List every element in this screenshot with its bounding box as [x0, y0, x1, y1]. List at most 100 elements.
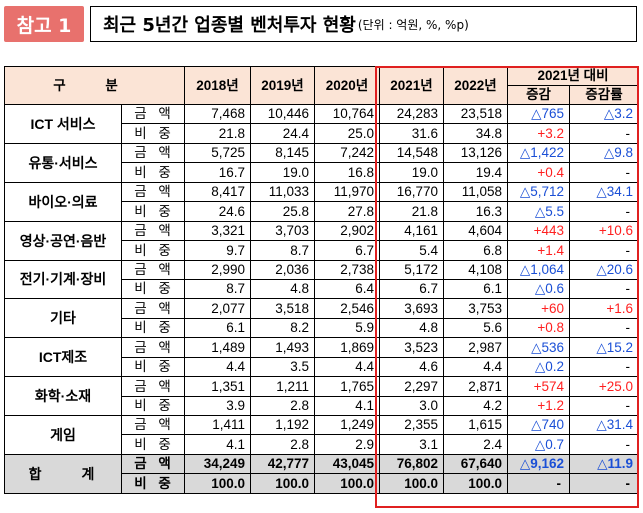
share-label: 비 중 — [121, 434, 185, 455]
share-value: 25.8 — [250, 201, 315, 222]
share-value: 6.1 — [184, 317, 251, 339]
amount-value: 7,468 — [184, 103, 251, 125]
amount-value: 2,987 — [443, 337, 508, 358]
amount-value: 1,192 — [250, 414, 315, 436]
amount-value: 3,523 — [379, 337, 444, 358]
share-change: △0.6 — [507, 278, 570, 300]
share-change: +3.2 — [507, 123, 570, 144]
share-value: 4.8 — [250, 278, 315, 300]
amount-change: △740 — [507, 414, 570, 436]
category-name: 전기·기계·장비 — [4, 259, 122, 300]
share-value: 3.1 — [379, 434, 444, 455]
amount-value: 5,172 — [379, 259, 444, 280]
amount-value: 42,777 — [250, 453, 315, 475]
share-change-rate: - — [568, 278, 640, 300]
share-value: 19.0 — [250, 162, 315, 183]
share-change: +0.8 — [507, 317, 570, 339]
share-value: 24.6 — [184, 201, 251, 222]
share-change-rate: - — [568, 317, 640, 339]
compare-header: 2021년 대비 — [506, 66, 640, 86]
amount-change-rate: +10.6 — [568, 220, 640, 242]
table-row: 비 중 9.7 8.7 6.7 5.4 6.8 +1.4- — [5, 240, 640, 261]
table-row: 비 중 4.1 2.8 2.9 3.1 2.4 △0.7- — [5, 434, 640, 455]
amount-value: 2,738 — [314, 259, 380, 280]
share-value: 16.3 — [443, 201, 508, 222]
share-label: 비 중 — [121, 162, 185, 183]
amount-change: △536 — [507, 337, 570, 358]
amount-change-rate: +1.6 — [568, 298, 640, 319]
change-rate-header: 증감률 — [568, 85, 640, 105]
amount-change: △1,064 — [507, 259, 570, 280]
amount-value: 5,725 — [184, 142, 251, 164]
share-value: 6.1 — [443, 278, 508, 300]
amount-label: 금 액 — [121, 453, 185, 475]
amount-change: △1,422 — [507, 142, 570, 164]
amount-change-rate: △31.4 — [568, 414, 640, 436]
share-value: 4.8 — [379, 317, 444, 339]
change-header: 증감 — [507, 85, 570, 105]
share-value: 4.4 — [443, 356, 508, 378]
share-value: 4.6 — [379, 356, 444, 378]
amount-change: △9,162 — [507, 453, 570, 475]
amount-value: 11,033 — [250, 181, 315, 203]
table-row: 영상·공연·음반 금 액 3,321 3,703 2,902 4,161 4,604 +443… — [4, 220, 640, 261]
amount-value: 24,283 — [379, 103, 444, 125]
share-value: 19.0 — [379, 162, 444, 183]
amount-value: 3,753 — [443, 298, 508, 319]
share-change-rate: - — [568, 123, 640, 144]
share-value: 21.8 — [184, 123, 251, 144]
year-header: 2020년 — [314, 66, 380, 105]
category-name: 유통·서비스 — [4, 142, 122, 183]
amount-change-rate: △15.2 — [568, 337, 640, 358]
amount-value: 3,321 — [184, 220, 251, 242]
share-value: 100.0 — [443, 473, 508, 494]
share-change: △0.2 — [507, 356, 570, 378]
amount-value: 2,355 — [379, 414, 444, 436]
share-value: 2.8 — [250, 434, 315, 455]
share-value: 19.4 — [443, 162, 508, 183]
amount-value: 1,869 — [314, 337, 380, 358]
share-change: - — [507, 473, 570, 494]
amount-label: 금 액 — [121, 337, 185, 358]
table-row: 바이오·의료 금 액 8,417 11,033 11,970 16,770 11,058 △5… — [4, 181, 640, 222]
category-name: 기타 — [4, 298, 122, 339]
category-name: 합 계 — [4, 453, 122, 494]
share-value: 100.0 — [314, 473, 380, 494]
amount-value: 4,161 — [379, 220, 444, 242]
share-label: 비 중 — [121, 201, 185, 222]
amount-label: 금 액 — [121, 181, 185, 203]
amount-value: 34,249 — [184, 453, 251, 475]
share-value: 16.7 — [184, 162, 251, 183]
table-row: ICT 서비스 금 액 7,468 10,446 10,764 24,283 23,518 △… — [4, 103, 640, 144]
share-change: △5.5 — [507, 201, 570, 222]
amount-label: 금 액 — [121, 142, 185, 164]
share-change-rate: - — [568, 395, 640, 417]
share-value: 31.6 — [379, 123, 444, 144]
amount-value: 11,970 — [314, 181, 380, 203]
share-value: 4.2 — [443, 395, 508, 417]
table-row: 화학·소재 금 액 1,351 1,211 1,765 2,297 2,871 +574 +25… — [4, 376, 640, 416]
amount-label: 금 액 — [121, 259, 185, 280]
share-change-rate: - — [568, 240, 640, 261]
share-value: 100.0 — [379, 473, 444, 494]
amount-value: 10,446 — [250, 103, 315, 125]
share-value: 6.4 — [314, 278, 380, 300]
amount-change: +574 — [507, 376, 570, 397]
amount-value: 4,604 — [443, 220, 508, 242]
share-value: 16.8 — [314, 162, 380, 183]
share-value: 2.9 — [314, 434, 380, 455]
category-name: 화학·소재 — [4, 376, 122, 416]
share-value: 8.7 — [184, 278, 251, 300]
amount-value: 1,615 — [443, 414, 508, 436]
amount-value: 7,242 — [314, 142, 380, 164]
share-change-rate: - — [568, 434, 640, 455]
share-value: 4.4 — [184, 356, 251, 378]
share-change: +1.2 — [507, 395, 570, 417]
share-value: 34.8 — [443, 123, 508, 144]
title-box: 최근 5년간 업종별 벤처투자 현황 (단위 : 억원, %, %p) — [90, 6, 637, 42]
share-value: 6.7 — [379, 278, 444, 300]
table-row: 비 중 4.4 3.5 4.4 4.6 4.4 △0.2- — [5, 356, 640, 378]
share-value: 27.8 — [314, 201, 380, 222]
amount-value: 67,640 — [443, 453, 508, 475]
